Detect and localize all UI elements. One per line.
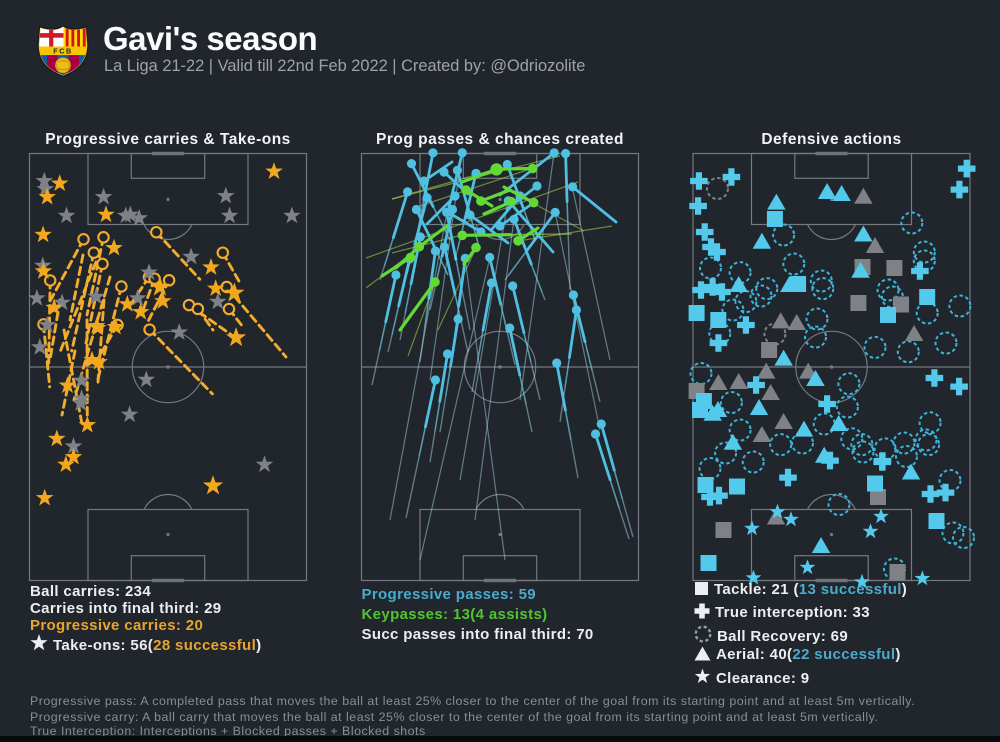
svg-text:FCB: FCB: [53, 46, 73, 55]
